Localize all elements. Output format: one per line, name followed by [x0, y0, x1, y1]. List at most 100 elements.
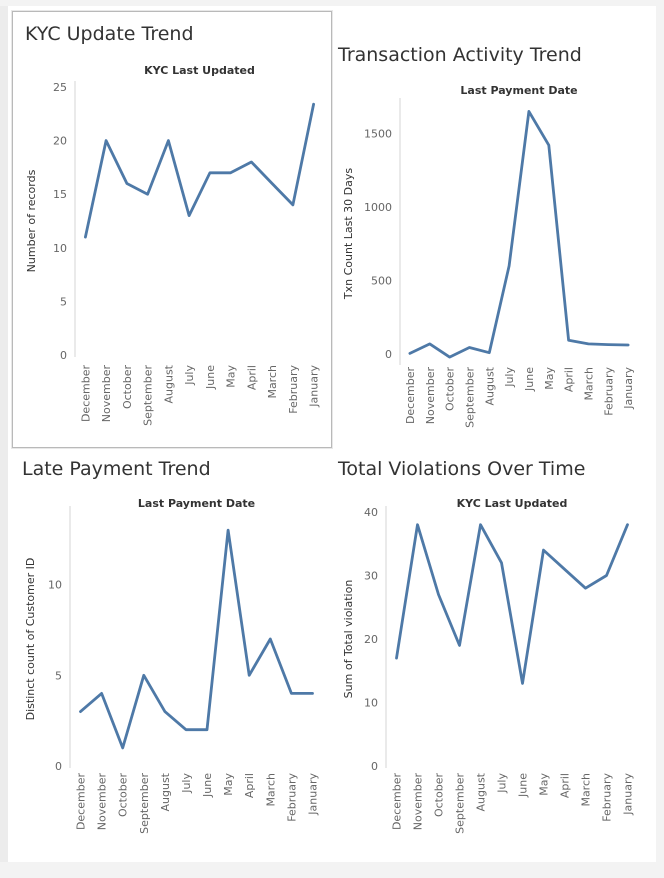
- data-point[interactable]: [225, 527, 231, 533]
- x-tick-label: November: [96, 773, 109, 831]
- data-point[interactable]: [290, 202, 296, 208]
- x-tick-label: July: [183, 365, 196, 386]
- data-point[interactable]: [99, 690, 105, 696]
- kyc-update-chart: KYC Last Updated Number of records 0 5 10 15 2…: [25, 64, 321, 426]
- data-point[interactable]: [204, 727, 210, 733]
- series-line[interactable]: [395, 523, 629, 685]
- data-point[interactable]: [499, 560, 505, 566]
- data-point[interactable]: [103, 138, 109, 144]
- data-point[interactable]: [165, 138, 171, 144]
- x-tick-label: December: [75, 773, 88, 831]
- x-tick-label: February: [287, 365, 300, 414]
- data-point[interactable]: [427, 341, 433, 347]
- x-tick-label: February: [601, 773, 614, 822]
- x-tick-label: April: [563, 367, 576, 392]
- data-point[interactable]: [466, 345, 472, 351]
- data-point[interactable]: [605, 342, 611, 348]
- chart-subtitle: Last Payment Date: [460, 84, 577, 97]
- data-point[interactable]: [625, 522, 631, 528]
- y-tick-label: 20: [53, 135, 67, 148]
- data-point[interactable]: [269, 180, 275, 186]
- transaction-activity-panel[interactable]: Transaction Activity Trend Last Payment …: [330, 11, 656, 446]
- y-tick-label: 20: [364, 633, 378, 646]
- data-point[interactable]: [436, 592, 442, 598]
- y-tick-label: 500: [371, 275, 392, 288]
- late-payment-panel[interactable]: Late Payment Trend Last Payment Date Dist…: [12, 446, 330, 856]
- data-point[interactable]: [124, 180, 130, 186]
- data-point[interactable]: [141, 672, 147, 678]
- data-point[interactable]: [625, 342, 631, 348]
- x-tick-label: September: [463, 367, 476, 428]
- x-tick-label: June: [517, 773, 530, 798]
- data-point[interactable]: [566, 337, 572, 343]
- series-line[interactable]: [408, 110, 630, 359]
- y-tick-label: 5: [60, 295, 67, 308]
- data-point[interactable]: [267, 636, 273, 642]
- data-point[interactable]: [186, 213, 192, 219]
- data-point[interactable]: [246, 672, 252, 678]
- y-tick-label: 30: [364, 570, 378, 583]
- y-tick-label: 5: [55, 669, 62, 682]
- y-axis-label: Txn Count Last 30 Days: [342, 168, 355, 300]
- y-tick-label: 1000: [364, 201, 392, 214]
- data-point[interactable]: [604, 573, 610, 579]
- data-point[interactable]: [478, 522, 484, 528]
- data-point[interactable]: [288, 690, 294, 696]
- x-tick-label: April: [243, 773, 256, 798]
- x-tick-label: July: [180, 773, 193, 794]
- data-point[interactable]: [309, 690, 315, 696]
- x-tick-label: June: [204, 365, 217, 390]
- series-line[interactable]: [84, 102, 316, 239]
- data-point[interactable]: [506, 263, 512, 269]
- data-point[interactable]: [248, 159, 254, 165]
- x-tick-label: August: [162, 364, 175, 403]
- y-tick-label: 0: [385, 348, 392, 361]
- x-tick-label: April: [245, 365, 258, 390]
- data-point[interactable]: [562, 566, 568, 572]
- x-tick-label: September: [454, 773, 467, 834]
- data-point[interactable]: [486, 350, 492, 356]
- data-point[interactable]: [394, 655, 400, 661]
- x-tick-label: September: [138, 773, 151, 834]
- x-tick-label: November: [412, 773, 425, 831]
- x-tick-label: December: [79, 365, 92, 423]
- data-point[interactable]: [457, 642, 463, 648]
- x-tick-label: May: [222, 773, 235, 796]
- total-violations-chart: KYC Last Updated Sum of Total violation 0 1…: [342, 497, 635, 834]
- data-point[interactable]: [541, 547, 547, 553]
- data-point[interactable]: [546, 142, 552, 148]
- x-tick-label: August: [475, 772, 488, 811]
- y-axis-label: Distinct count of Customer ID: [24, 558, 37, 721]
- total-violations-panel[interactable]: Total Violations Over Time KYC Last Upda…: [330, 446, 656, 856]
- x-tick-label: November: [100, 365, 113, 423]
- transaction-activity-chart: Last Payment Date Txn Count Last 30 Days 0…: [342, 84, 635, 428]
- x-tick-label: February: [602, 367, 615, 416]
- data-point[interactable]: [145, 191, 151, 197]
- x-tick-label: March: [266, 365, 279, 399]
- data-point[interactable]: [447, 354, 453, 360]
- y-axis-label: Sum of Total violation: [342, 580, 355, 699]
- x-tick-label: December: [404, 367, 417, 425]
- kyc-panel-title: KYC Update Trend: [25, 23, 194, 45]
- data-point[interactable]: [526, 108, 532, 114]
- y-tick-label: 10: [364, 697, 378, 710]
- y-tick-label: 25: [53, 81, 67, 94]
- data-point[interactable]: [228, 170, 234, 176]
- data-point[interactable]: [162, 709, 168, 715]
- data-point[interactable]: [583, 585, 589, 591]
- data-point[interactable]: [407, 350, 413, 356]
- data-point[interactable]: [311, 101, 317, 107]
- chart-subtitle: KYC Last Updated: [144, 64, 255, 77]
- data-point[interactable]: [415, 522, 421, 528]
- data-point[interactable]: [82, 234, 88, 240]
- data-point[interactable]: [78, 709, 84, 715]
- data-point[interactable]: [585, 341, 591, 347]
- x-tick-label: April: [559, 773, 572, 798]
- series-line[interactable]: [79, 528, 314, 750]
- x-tick-label: June: [201, 773, 214, 798]
- data-point[interactable]: [207, 170, 213, 176]
- kyc-update-panel[interactable]: KYC Update Trend KYC Last Updated Number …: [12, 11, 332, 448]
- data-point[interactable]: [183, 727, 189, 733]
- data-point[interactable]: [120, 745, 126, 751]
- data-point[interactable]: [520, 680, 526, 686]
